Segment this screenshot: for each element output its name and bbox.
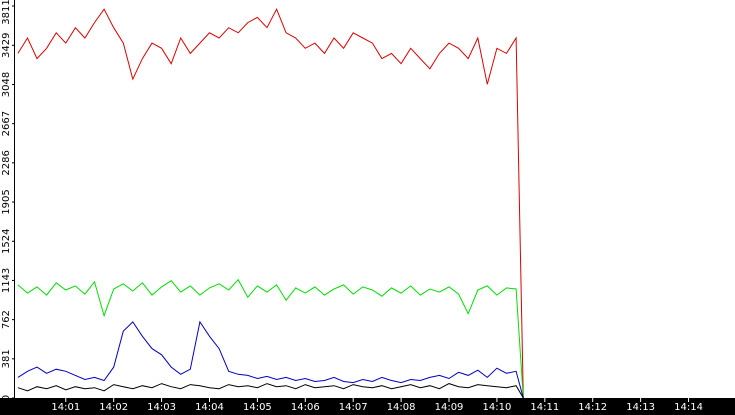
y-tick-label: 2667 <box>1 111 12 136</box>
x-tick-label: 14:08 <box>387 402 416 413</box>
x-tick-label: 14:07 <box>339 402 368 413</box>
y-tick-label: 2286 <box>1 150 12 175</box>
series-line <box>17 383 524 399</box>
y-tick-label: 3048 <box>1 72 12 97</box>
x-tick-label: 14:13 <box>626 402 655 413</box>
y-tick-label: 1905 <box>1 189 12 214</box>
x-tick-label: 14:14 <box>674 402 703 413</box>
x-tick-label: 14:12 <box>578 402 607 413</box>
x-tick-label: 14:05 <box>243 402 272 413</box>
x-tick-label: 14:11 <box>530 402 559 413</box>
x-tick-label: 14:02 <box>99 402 128 413</box>
series-line <box>17 278 524 399</box>
y-tick-label: 762 <box>1 310 12 329</box>
x-tick-label: 14:09 <box>435 402 464 413</box>
x-axis-bar <box>0 398 735 415</box>
x-tick-label: 14:01 <box>51 402 80 413</box>
y-tick-label: 0 <box>1 395 12 401</box>
x-tick-label: 14:10 <box>483 402 512 413</box>
x-tick-label: 14:04 <box>195 402 224 413</box>
y-tick-label: 1524 <box>1 229 12 254</box>
y-tick-label: 3429 <box>1 33 12 58</box>
series-line <box>17 320 524 399</box>
series-line <box>17 8 524 399</box>
y-tick-label: 381 <box>1 349 12 368</box>
y-tick-label: 3811 <box>1 0 12 25</box>
x-tick-label: 14:03 <box>147 402 176 413</box>
y-tick-label: 1143 <box>1 268 12 293</box>
x-tick-label: 14:06 <box>291 402 320 413</box>
